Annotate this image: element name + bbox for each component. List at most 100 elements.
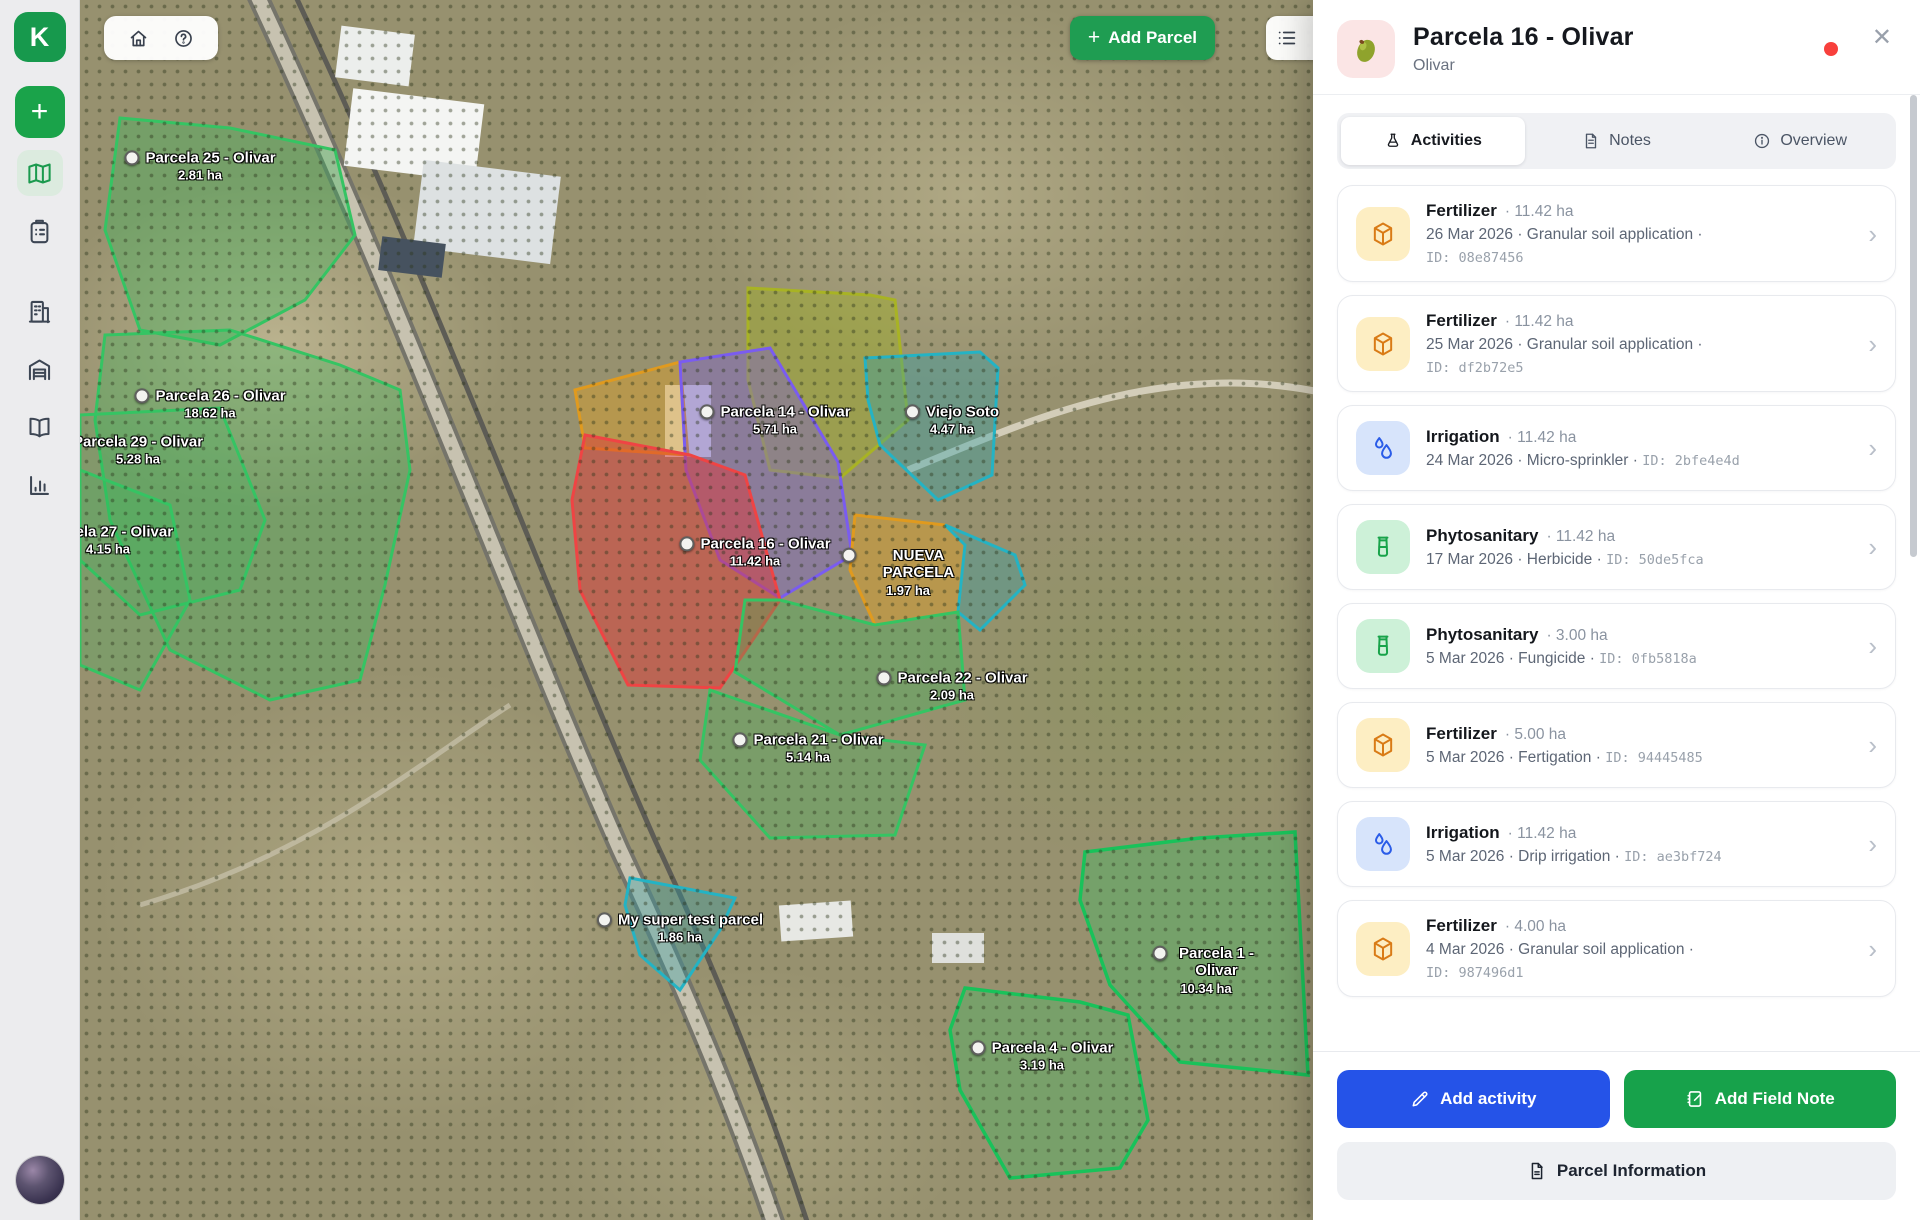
parcel-information-button[interactable]: Parcel Information xyxy=(1337,1142,1896,1200)
panel-header: Parcela 16 - Olivar Olivar ✕ xyxy=(1313,0,1920,95)
fertilizer-icon xyxy=(1373,733,1393,757)
side-road xyxy=(906,379,1313,474)
add-new-button[interactable]: + xyxy=(14,86,65,138)
irrigation-icon xyxy=(1375,833,1392,855)
parcel-polygon-viejo-soto[interactable] xyxy=(863,350,1000,502)
sidebar-item-library[interactable] xyxy=(17,404,63,450)
building xyxy=(343,88,485,182)
railway xyxy=(294,0,810,1220)
activity-card[interactable]: Irrigation · 11.42 ha 5 Mar 2026 · Drip i… xyxy=(1337,801,1896,887)
chevron-right-icon: › xyxy=(1868,433,1877,463)
olive-icon xyxy=(1357,39,1375,62)
rural-road xyxy=(139,702,512,908)
parcel-polygon-parcela-1[interactable] xyxy=(1078,830,1310,1077)
note-icon xyxy=(1585,133,1597,149)
tab-overview[interactable]: Overview xyxy=(1708,117,1892,165)
plus-icon: + xyxy=(1087,26,1101,49)
pen-icon xyxy=(1412,1091,1428,1107)
chevron-right-icon: › xyxy=(1868,730,1877,760)
list-icon xyxy=(1278,31,1296,45)
activity-id: ID: ae3bf724 xyxy=(1624,848,1722,865)
fertilizer-icon xyxy=(1373,332,1393,355)
document-icon xyxy=(1531,1162,1543,1180)
alert-dot xyxy=(1824,42,1838,56)
satellite-map[interactable]: Parcela 25 - Olivar 2.81 ha Parcela 26 -… xyxy=(80,0,1313,1220)
fertilizer-icon xyxy=(1373,222,1393,245)
user-avatar[interactable] xyxy=(16,1156,64,1204)
parcel-polygon-parcela-16[interactable] xyxy=(570,433,782,690)
sidebar: K + xyxy=(0,0,80,1220)
tab-notes[interactable]: Notes xyxy=(1525,117,1709,165)
add-field-note-button[interactable]: Add Field Note xyxy=(1623,1070,1896,1128)
help-icon[interactable] xyxy=(173,28,194,49)
activity-card[interactable]: Fertilizer · 5.00 ha 5 Mar 2026 · Fertiga… xyxy=(1337,702,1896,788)
crop-subtitle: Olivar xyxy=(1413,57,1455,74)
close-icon[interactable]: ✕ xyxy=(1871,24,1892,51)
activity-id: ID: 94445485 xyxy=(1605,749,1703,766)
chevron-right-icon: › xyxy=(1868,829,1877,859)
activity-card[interactable]: Fertilizer · 11.42 ha 26 Mar 2026 · Granu… xyxy=(1337,185,1896,282)
sidebar-item-buildings[interactable] xyxy=(17,288,63,334)
activity-card[interactable]: Phytosanitary · 11.42 ha 17 Mar 2026 · He… xyxy=(1337,504,1896,590)
page-title: Parcela 16 - Olivar xyxy=(1413,23,1634,51)
chevron-right-icon: › xyxy=(1868,631,1877,661)
sidebar-item-tasks[interactable] xyxy=(17,208,63,254)
activity-list: Fertilizer · 11.42 ha 26 Mar 2026 · Granu… xyxy=(1313,185,1920,997)
fertilizer-icon xyxy=(1373,937,1393,960)
panel-title-block: Parcela 16 - Olivar Olivar xyxy=(1413,23,1634,75)
parcel-polygon-parcela-25[interactable] xyxy=(103,116,357,347)
activity-id: ID: 987496d1 xyxy=(1426,965,1524,981)
book-icon xyxy=(29,417,50,437)
solar-panels xyxy=(378,236,446,278)
parcel-polygon-my-super-test[interactable] xyxy=(623,876,738,993)
activity-card[interactable]: Fertilizer · 4.00 ha 4 Mar 2026 · Granula… xyxy=(1337,900,1896,997)
building xyxy=(932,933,984,963)
parcel-polygon-olive-field[interactable] xyxy=(746,286,910,480)
parcel-polygon-parcela-4[interactable] xyxy=(948,986,1150,1180)
sidebar-item-warehouse[interactable] xyxy=(17,346,63,392)
home-icon[interactable] xyxy=(128,28,149,49)
tab-activities[interactable]: Activities xyxy=(1341,117,1525,165)
sidebar-item-analytics[interactable] xyxy=(17,462,63,508)
activity-id: ID: df2b72e5 xyxy=(1426,360,1524,376)
panel-tabs: Activities Notes Overview xyxy=(1337,113,1896,169)
parcel-polygon-parcela-14[interactable] xyxy=(678,346,854,600)
activity-id: ID: 50de5fca xyxy=(1606,551,1704,568)
activity-card[interactable]: Phytosanitary · 3.00 ha 5 Mar 2026 · Fung… xyxy=(1337,603,1896,689)
irrigation-icon xyxy=(1375,437,1392,459)
app-logo[interactable]: K xyxy=(13,12,66,62)
building-icon xyxy=(28,300,51,323)
panel-footer: Add activity Add Field Note Parcel Infor… xyxy=(1313,1051,1920,1220)
activity-id: ID: 2bfe4e4d xyxy=(1642,452,1740,469)
add-activity-button[interactable]: Add activity xyxy=(1337,1070,1610,1128)
activity-card[interactable]: Irrigation · 11.42 ha 24 Mar 2026 · Micro… xyxy=(1337,405,1896,491)
building xyxy=(778,900,854,942)
chevron-right-icon: › xyxy=(1868,933,1877,964)
crop-tile xyxy=(1337,20,1395,78)
clipboard-icon xyxy=(30,219,49,243)
field-note-icon xyxy=(1687,1091,1701,1107)
info-icon xyxy=(1755,133,1770,149)
parcel-list-button[interactable] xyxy=(1266,16,1313,60)
map-artwork xyxy=(80,0,1313,1220)
parcel-detail-panel: Parcela 16 - Olivar Olivar ✕ Activities … xyxy=(1313,0,1920,1220)
phytosanitary-icon xyxy=(1377,635,1389,656)
parcel-polygon-parcela-27[interactable] xyxy=(80,468,192,692)
chevron-right-icon: › xyxy=(1868,218,1877,249)
chevron-right-icon: › xyxy=(1868,532,1877,562)
parcel-polygon-teal-sliver[interactable] xyxy=(943,523,1027,633)
bar-chart-icon xyxy=(30,475,49,495)
activity-card[interactable]: Fertilizer · 11.42 ha 25 Mar 2026 · Granu… xyxy=(1337,295,1896,392)
activity-id: ID: 08e87456 xyxy=(1426,250,1524,266)
chevron-right-icon: › xyxy=(1868,328,1877,359)
highway xyxy=(251,0,781,1220)
parcel-polygon-parcela-21[interactable] xyxy=(698,687,928,840)
phytosanitary-icon xyxy=(1377,536,1389,557)
sidebar-item-map[interactable] xyxy=(16,150,63,196)
parcel-polygon-parcela-22[interactable] xyxy=(733,598,967,737)
panel-scrollbar[interactable] xyxy=(1910,95,1917,557)
building xyxy=(335,25,415,87)
parcel-polygon-nueva-parcela[interactable] xyxy=(848,513,967,627)
add-parcel-button[interactable]: + Add Parcel xyxy=(1069,16,1215,60)
